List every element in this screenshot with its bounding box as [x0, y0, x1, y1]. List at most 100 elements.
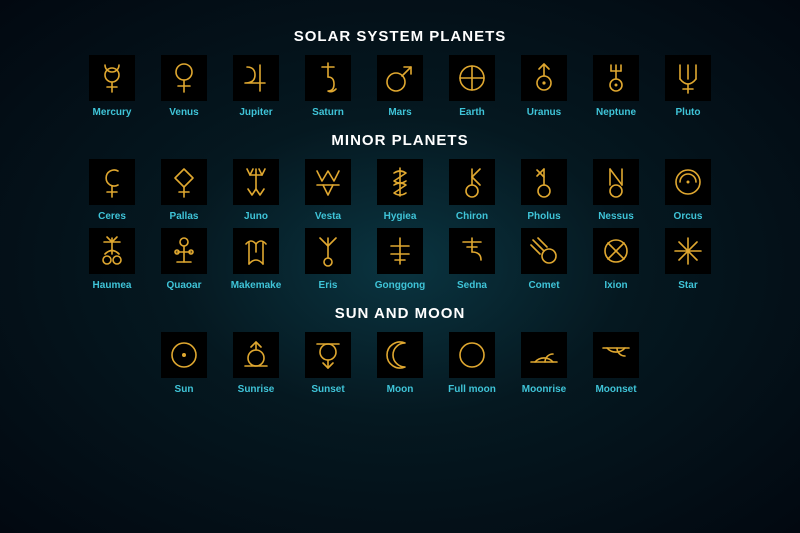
pluto-icon: [665, 55, 711, 101]
symbol-label: Pholus: [527, 211, 560, 222]
symbol-cell-sunset: Sunset: [303, 332, 353, 395]
symbol-cell-ixion: Ixion: [591, 228, 641, 291]
symbol-label: Moonrise: [522, 384, 566, 395]
fullmoon-icon: [449, 332, 495, 378]
symbol-cell-saturn: Saturn: [303, 55, 353, 118]
pallas-icon: [161, 159, 207, 205]
nessus-icon: [593, 159, 639, 205]
section-title: MINOR PLANETS: [331, 132, 468, 149]
moon-icon: [377, 332, 423, 378]
symbol-cell-pholus: Pholus: [519, 159, 569, 222]
pholus-icon: [521, 159, 567, 205]
sedna-icon: [449, 228, 495, 274]
symbol-label: Venus: [169, 107, 198, 118]
section-title: SUN AND MOON: [335, 305, 466, 322]
symbol-label: Gonggong: [375, 280, 426, 291]
jupiter-icon: [233, 55, 279, 101]
symbol-cell-sunrise: Sunrise: [231, 332, 281, 395]
haumea-icon: [89, 228, 135, 274]
symbol-label: Jupiter: [239, 107, 272, 118]
symbol-label: Sunrise: [238, 384, 275, 395]
symbol-label: Saturn: [312, 107, 344, 118]
infographic-root: SOLAR SYSTEM PLANETS Mercury Venus Jupiter S…: [0, 20, 800, 401]
symbol-cell-haumea: Haumea: [87, 228, 137, 291]
symbol-cell-eris: Eris: [303, 228, 353, 291]
symbol-label: Star: [678, 280, 697, 291]
symbol-cell-gonggong: Gonggong: [375, 228, 425, 291]
symbol-cell-earth: Earth: [447, 55, 497, 118]
symbol-label: Orcus: [674, 211, 703, 222]
symbol-label: Comet: [528, 280, 559, 291]
ceres-icon: [89, 159, 135, 205]
symbol-cell-moonrise: Moonrise: [519, 332, 569, 395]
symbol-label: Juno: [244, 211, 268, 222]
symbol-label: Pluto: [676, 107, 701, 118]
chiron-icon: [449, 159, 495, 205]
saturn-icon: [305, 55, 351, 101]
symbol-cell-moonset: Moonset: [591, 332, 641, 395]
symbol-cell-comet: Comet: [519, 228, 569, 291]
symbol-label: Ixion: [604, 280, 627, 291]
symbol-cell-hygiea: Hygiea: [375, 159, 425, 222]
hygiea-icon: [377, 159, 423, 205]
star-icon: [665, 228, 711, 274]
symbol-cell-sun: Sun: [159, 332, 209, 395]
venus-icon: [161, 55, 207, 101]
symbol-row: Ceres Pallas Juno Vesta Hygiea Chiron Pholus Ne…: [87, 159, 713, 222]
symbol-label: Sedna: [457, 280, 487, 291]
symbol-cell-mars: Mars: [375, 55, 425, 118]
symbol-cell-juno: Juno: [231, 159, 281, 222]
makemake-icon: [233, 228, 279, 274]
symbol-cell-nessus: Nessus: [591, 159, 641, 222]
symbol-cell-venus: Venus: [159, 55, 209, 118]
symbol-label: Pallas: [170, 211, 199, 222]
comet-icon: [521, 228, 567, 274]
symbol-label: Moonset: [595, 384, 636, 395]
symbol-label: Vesta: [315, 211, 341, 222]
orcus-icon: [665, 159, 711, 205]
symbol-label: Moon: [387, 384, 414, 395]
sunrise-icon: [233, 332, 279, 378]
juno-icon: [233, 159, 279, 205]
symbol-label: Haumea: [93, 280, 132, 291]
uranus-icon: [521, 55, 567, 101]
quaoar-icon: [161, 228, 207, 274]
symbol-label: Eris: [319, 280, 338, 291]
symbol-cell-jupiter: Jupiter: [231, 55, 281, 118]
moonset-icon: [593, 332, 639, 378]
mars-icon: [377, 55, 423, 101]
symbol-cell-chiron: Chiron: [447, 159, 497, 222]
symbol-cell-uranus: Uranus: [519, 55, 569, 118]
symbol-label: Sunset: [311, 384, 344, 395]
symbol-cell-pallas: Pallas: [159, 159, 209, 222]
symbol-cell-makemake: Makemake: [231, 228, 281, 291]
symbol-row: HaumeaQuaoarMakemakeErisGonggongSednaCom…: [87, 228, 713, 291]
section-title: SOLAR SYSTEM PLANETS: [294, 28, 507, 45]
neptune-icon: [593, 55, 639, 101]
sun-icon: [161, 332, 207, 378]
gonggong-icon: [377, 228, 423, 274]
symbol-cell-neptune: Neptune: [591, 55, 641, 118]
symbol-label: Mars: [388, 107, 411, 118]
symbol-label: Full moon: [448, 384, 496, 395]
symbol-label: Ceres: [98, 211, 126, 222]
symbol-cell-fullmoon: Full moon: [447, 332, 497, 395]
symbol-label: Nessus: [598, 211, 634, 222]
symbol-row: Sun Sunrise Sunset Moon Full moon Moonrise Moo…: [159, 332, 641, 395]
symbol-cell-pluto: Pluto: [663, 55, 713, 118]
moonrise-icon: [521, 332, 567, 378]
ixion-icon: [593, 228, 639, 274]
symbol-cell-mercury: Mercury: [87, 55, 137, 118]
symbol-cell-sedna: Sedna: [447, 228, 497, 291]
symbol-label: Sun: [175, 384, 194, 395]
symbol-label: Uranus: [527, 107, 561, 118]
symbol-label: Makemake: [231, 280, 282, 291]
symbol-label: Earth: [459, 107, 485, 118]
symbol-row: Mercury Venus Jupiter Saturn Mars Earth Uranus…: [87, 55, 713, 118]
mercury-icon: [89, 55, 135, 101]
eris-icon: [305, 228, 351, 274]
symbol-label: Chiron: [456, 211, 488, 222]
symbol-label: Neptune: [596, 107, 636, 118]
symbol-cell-ceres: Ceres: [87, 159, 137, 222]
sunset-icon: [305, 332, 351, 378]
